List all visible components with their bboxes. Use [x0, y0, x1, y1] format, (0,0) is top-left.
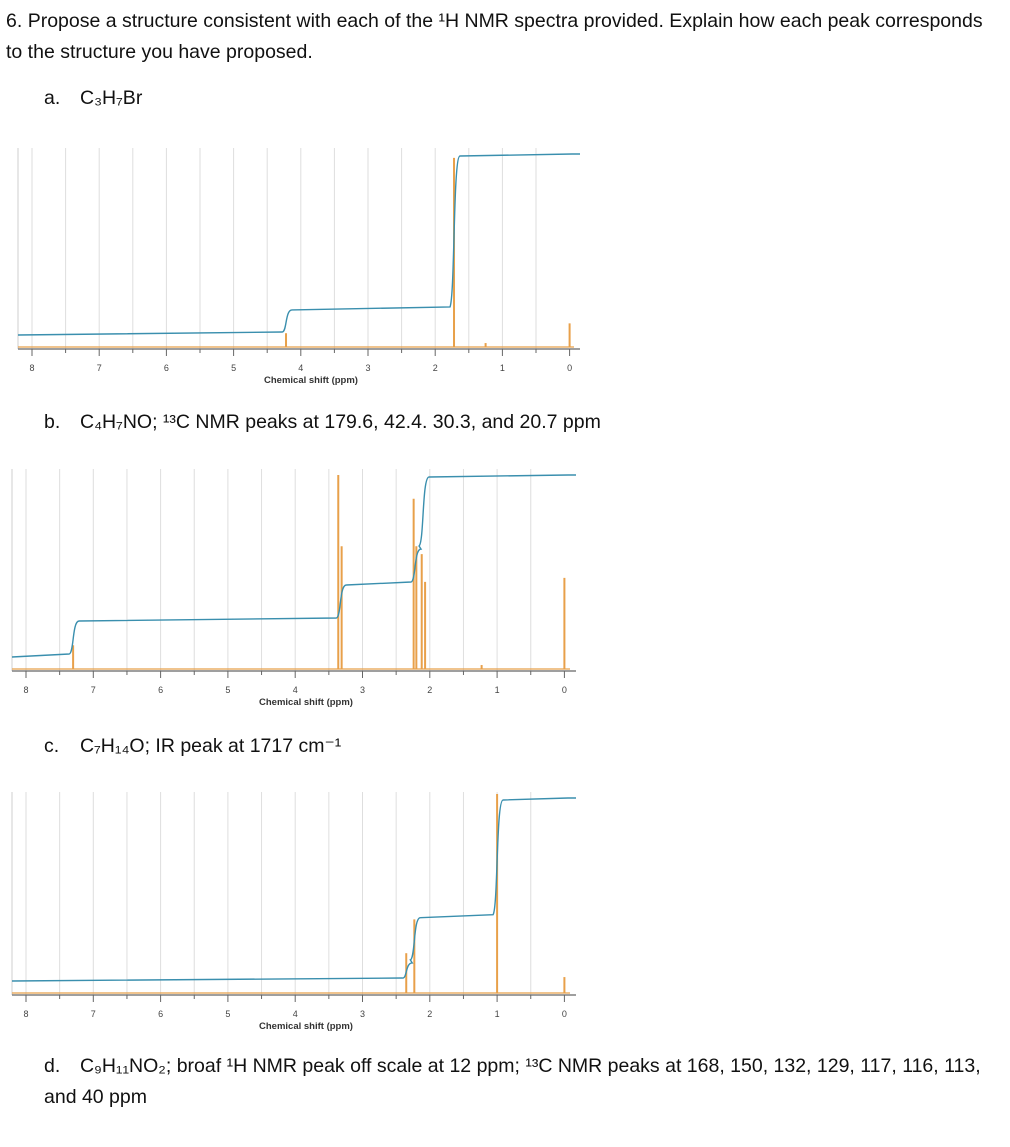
part-b-label: C₄H₇NO; ¹³C NMR peaks at 179.6, 42.4. 30…	[80, 411, 601, 433]
x-tick-label: 8	[23, 1009, 28, 1019]
x-tick-label: 2	[433, 363, 438, 373]
integral-curve	[11, 797, 576, 982]
x-tick-label: 1	[500, 363, 505, 373]
nmr-spectrum-a: 8 7 6 5 4 3 2 1 0 Chemical shift (ppm)	[17, 148, 580, 386]
part-b-heading: b. C₄H₇NO; ¹³C NMR peaks at 179.6, 42.4. …	[44, 407, 601, 438]
x-tick-label: 8	[23, 685, 28, 695]
part-d-label: C₉H₁₁NO₂; broaf ¹H NMR peak off scale at…	[44, 1055, 981, 1108]
part-a-letter: a.	[44, 87, 61, 109]
x-tick-label: 4	[293, 1009, 298, 1019]
question-prompt: Propose a structure consistent with each…	[6, 10, 983, 63]
x-tick-label: 3	[360, 1009, 365, 1019]
part-d-letter: d.	[44, 1055, 61, 1077]
x-tick-label: 0	[567, 363, 572, 373]
x-tick-label: 4	[298, 363, 303, 373]
x-tick-label: 3	[360, 685, 365, 695]
x-tick-label: 6	[158, 685, 163, 695]
part-c-letter: c.	[44, 735, 60, 757]
part-c-heading: c. C₇H₁₄O; IR peak at 1717 cm⁻¹	[44, 731, 341, 762]
x-tick-label: 3	[365, 363, 370, 373]
question-text: 6. Propose a structure consistent with e…	[6, 6, 1001, 68]
part-a-label: C₃H₇Br	[80, 87, 143, 109]
x-tick-label: 1	[495, 685, 500, 695]
x-tick-label: 2	[427, 685, 432, 695]
part-d-heading: d. C₉H₁₁NO₂; broaf ¹H NMR peak off scale …	[44, 1051, 984, 1113]
x-axis-label: Chemical shift (ppm)	[259, 1021, 353, 1032]
x-tick-label: 7	[91, 1009, 96, 1019]
x-tick-label: 5	[225, 1009, 230, 1019]
nmr-spectrum-b: 8 7 6 5 4 3 2 1 0 Chemical shift (ppm)	[11, 469, 576, 708]
x-tick-label: 0	[562, 685, 567, 695]
x-tick-label: 5	[231, 363, 236, 373]
x-tick-label: 6	[158, 1009, 163, 1019]
part-c-label: C₇H₁₄O; IR peak at 1717 cm⁻¹	[80, 735, 342, 757]
x-tick-label: 7	[91, 685, 96, 695]
question-number: 6.	[6, 10, 23, 32]
part-a-heading: a. C₃H₇Br	[44, 83, 142, 114]
nmr-spectrum-c: 8 7 6 5 4 3 2 1 0 Chemical shift (ppm)	[11, 792, 576, 1032]
x-tick-label: 1	[495, 1009, 500, 1019]
x-tick-label: 0	[562, 1009, 567, 1019]
integral-curve	[11, 474, 576, 658]
x-tick-label: 5	[225, 685, 230, 695]
x-axis-label: Chemical shift (ppm)	[259, 697, 353, 708]
x-axis-label: Chemical shift (ppm)	[264, 375, 358, 386]
part-b-letter: b.	[44, 411, 61, 433]
x-tick-label: 7	[97, 363, 102, 373]
x-tick-label: 2	[427, 1009, 432, 1019]
x-tick-label: 6	[164, 363, 169, 373]
x-tick-label: 4	[293, 685, 298, 695]
x-tick-label: 8	[29, 363, 34, 373]
integral-curve	[17, 153, 580, 336]
